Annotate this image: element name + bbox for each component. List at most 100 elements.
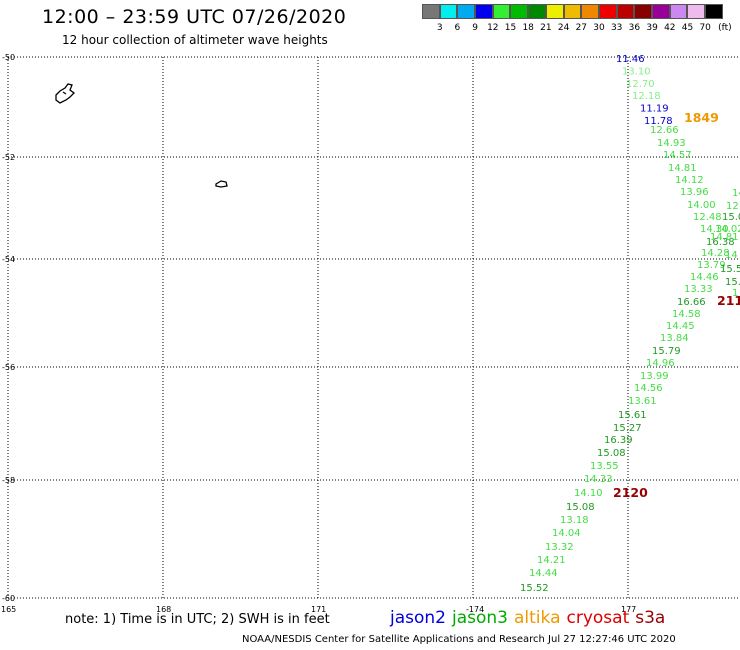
swh-value: 15.52 bbox=[520, 583, 549, 594]
swh-value: 15.79 bbox=[652, 346, 681, 357]
swh-value: 1 bbox=[732, 288, 738, 299]
swh-value: 13.33 bbox=[684, 284, 713, 295]
swh-value: 14.10 bbox=[574, 488, 603, 499]
color-swatch bbox=[687, 4, 705, 19]
color-swatch bbox=[457, 4, 476, 19]
color-swatch bbox=[669, 4, 688, 19]
color-swatch bbox=[510, 4, 529, 19]
color-scale-label: 36 bbox=[628, 23, 641, 33]
map-gridlines bbox=[7, 56, 740, 599]
longitude-label: -174 bbox=[466, 605, 484, 614]
swh-value: 14 bbox=[725, 250, 738, 261]
color-scale-label: 21 bbox=[540, 23, 552, 33]
color-swatch bbox=[705, 4, 723, 19]
color-swatch bbox=[651, 4, 670, 19]
satellite-legend: jason2 jason3 altika cryosat s3a bbox=[390, 608, 671, 628]
swh-value: 13.10 bbox=[622, 66, 651, 77]
swh-value: 14.81 bbox=[668, 163, 697, 174]
swh-value: 11.46 bbox=[616, 54, 645, 65]
longitude-label: 165 bbox=[1, 605, 16, 614]
longitude-label: 177 bbox=[621, 605, 636, 614]
swh-value: 13.61 bbox=[628, 396, 657, 407]
swh-value: 13.18 bbox=[560, 515, 589, 526]
swh-value: 15.08 bbox=[566, 502, 595, 513]
latitude-label: -60 bbox=[2, 594, 15, 603]
color-scale-label: 70 bbox=[699, 23, 711, 33]
latitude-label: -56 bbox=[2, 363, 15, 372]
swh-value: 14.96 bbox=[646, 358, 675, 369]
swh-value: 14.57 bbox=[663, 150, 692, 161]
swh-value: 15.5 bbox=[720, 264, 740, 275]
islands bbox=[55, 83, 228, 188]
swh-value: 15.61 bbox=[618, 410, 647, 421]
swh-value: 16.38 bbox=[706, 237, 735, 248]
swh-value: 12.18 bbox=[632, 91, 661, 102]
color-swatch bbox=[545, 4, 564, 19]
swh-value: 11.78 bbox=[644, 116, 673, 127]
swh-value: 14.00 bbox=[687, 200, 716, 211]
color-scale-label: 30 bbox=[593, 23, 605, 33]
color-scale-label: 39 bbox=[646, 23, 658, 33]
swh-value: 14.44 bbox=[529, 568, 558, 579]
color-swatch bbox=[492, 4, 511, 19]
axis-labels: -50 -52 -54 -56 -58 -60 165 168 171 -174 177 bbox=[1, 53, 636, 614]
chart-subtitle: 12 hour collection of altimeter wave hei… bbox=[62, 33, 328, 47]
color-scale-swatches bbox=[422, 4, 723, 20]
swh-value: 15. bbox=[725, 277, 740, 288]
swh-value: 13.55 bbox=[590, 461, 619, 472]
swh-value: 14 bbox=[732, 188, 740, 199]
pass-time-label: 211 bbox=[717, 293, 740, 308]
legend-cryosat: cryosat bbox=[566, 608, 630, 628]
swh-value: 14.46 bbox=[690, 272, 719, 283]
legend-altika: altika bbox=[514, 608, 561, 628]
swh-value: 13.79 bbox=[697, 260, 726, 271]
pass-time-labels: 1849 211 2120 bbox=[613, 110, 740, 500]
color-scale-label: 9 bbox=[472, 23, 478, 33]
latitude-label: -58 bbox=[2, 476, 15, 485]
color-scale-legend: 3 6 9 12 15 18 21 24 27 30 33 36 39 42 45 70 (ft) bbox=[422, 4, 732, 34]
color-swatch bbox=[598, 4, 617, 19]
swh-value: 15.08 bbox=[597, 448, 626, 459]
swh-value: 14.04 bbox=[552, 528, 581, 539]
swh-value: 12 bbox=[726, 201, 739, 212]
color-swatch bbox=[528, 4, 546, 19]
color-scale-label: (ft) bbox=[718, 23, 732, 33]
swh-value: 14.93 bbox=[657, 138, 686, 149]
legend-jason3: jason3 bbox=[452, 608, 508, 628]
color-scale-label: 18 bbox=[522, 23, 534, 33]
swh-value: 14.28 bbox=[701, 248, 730, 259]
swh-value: 14.12 bbox=[675, 175, 704, 186]
color-swatch bbox=[616, 4, 635, 19]
legend-s3a: s3a bbox=[635, 608, 666, 628]
chart-title: 12:00 – 23:59 UTC 07/26/2020 bbox=[42, 6, 347, 28]
swh-value: 13.96 bbox=[680, 187, 709, 198]
color-swatch bbox=[475, 4, 493, 19]
color-swatch bbox=[634, 4, 652, 19]
color-scale-label: 33 bbox=[610, 23, 623, 33]
color-swatch bbox=[581, 4, 599, 19]
units-note: note: 1) Time is in UTC; 2) SWH is in fe… bbox=[65, 612, 330, 627]
legend-jason2: jason2 bbox=[390, 608, 446, 628]
color-scale-label: 15 bbox=[504, 23, 517, 33]
swh-value: 14.33 bbox=[584, 474, 613, 485]
color-scale-label: 45 bbox=[681, 23, 694, 33]
swh-value: 16.66 bbox=[677, 297, 706, 308]
color-scale-label: 27 bbox=[575, 23, 588, 33]
latitude-label: -52 bbox=[2, 153, 15, 162]
swh-value: 14.81 bbox=[710, 232, 739, 243]
swh-value: 14.58 bbox=[672, 309, 701, 320]
swh-value: 11.19 bbox=[640, 104, 669, 115]
color-scale-label: 12 bbox=[487, 23, 499, 33]
swh-value: 13.99 bbox=[640, 371, 669, 382]
swh-value: 12.70 bbox=[626, 79, 655, 90]
swh-value: 14.30 bbox=[700, 224, 729, 235]
latitude-label: -54 bbox=[2, 255, 15, 264]
pass-time-label: 2120 bbox=[613, 485, 648, 500]
swh-value: 16.39 bbox=[604, 435, 633, 446]
swh-value: 12.48 bbox=[693, 212, 722, 223]
swh-value: 14.56 bbox=[634, 383, 663, 394]
color-scale-label: 6 bbox=[454, 23, 461, 33]
color-swatch bbox=[563, 4, 582, 19]
